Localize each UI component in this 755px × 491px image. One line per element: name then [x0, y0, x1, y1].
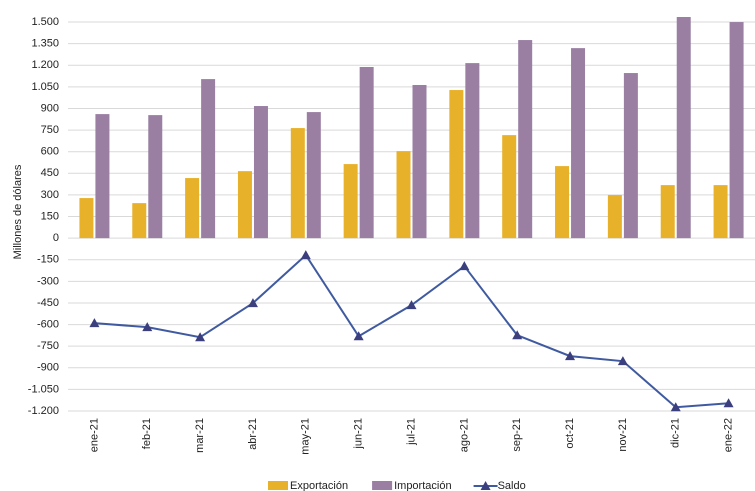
marker	[565, 351, 576, 361]
marker	[459, 261, 470, 271]
bar	[412, 84, 427, 239]
legend-swatch	[372, 481, 393, 490]
bar	[396, 151, 411, 239]
y-axis-title: Millones de dólares	[12, 164, 24, 259]
y-tick-label: 1.050	[31, 81, 59, 93]
y-tick-label: 0	[53, 232, 59, 244]
y-tick-label: -300	[37, 275, 59, 287]
y-tick-label: -450	[37, 297, 59, 309]
x-tick-label: feb-21	[141, 418, 153, 449]
y-tick-label: -150	[37, 254, 59, 266]
x-tick-label: abr-21	[247, 418, 259, 450]
marker	[300, 250, 311, 260]
bar	[660, 185, 675, 239]
y-tick-label: 1.500	[31, 16, 59, 28]
bar	[518, 40, 533, 239]
bar	[79, 198, 94, 239]
bar	[607, 195, 622, 239]
bar	[571, 48, 586, 239]
marker	[723, 398, 734, 408]
marker	[195, 332, 206, 342]
y-tick-label: -600	[37, 318, 59, 330]
y-tick-label: -1.200	[28, 405, 59, 417]
legend-label: Importación	[394, 480, 451, 491]
bar	[502, 135, 517, 239]
marker	[89, 318, 100, 328]
x-tick-label: sep-21	[511, 418, 523, 452]
marker	[406, 300, 417, 310]
y-tick-label: 600	[41, 146, 59, 158]
y-tick-label: 450	[41, 167, 59, 179]
y-tick-label: -900	[37, 362, 59, 374]
bar	[306, 112, 321, 239]
bar	[290, 128, 305, 239]
bar	[185, 178, 200, 239]
marker	[512, 330, 523, 340]
bar	[253, 106, 268, 239]
marker	[142, 322, 153, 332]
bar	[713, 185, 728, 239]
bar	[676, 17, 691, 239]
marker	[247, 298, 258, 308]
legend-marker	[480, 481, 491, 490]
x-tick-label: jul-21	[405, 418, 417, 446]
bar	[555, 166, 570, 239]
bar	[729, 22, 744, 239]
bar	[148, 115, 163, 239]
y-tick-label: 1.350	[31, 38, 59, 50]
x-tick-label: ene-22	[722, 418, 734, 452]
marker	[353, 331, 364, 341]
x-tick-label: ene-21	[88, 418, 100, 452]
marker	[617, 356, 628, 366]
bar	[95, 114, 110, 239]
x-tick-label: dic-21	[670, 418, 682, 448]
bar	[343, 164, 358, 239]
bar	[201, 79, 216, 239]
legend-swatch	[268, 481, 288, 490]
bar	[237, 171, 252, 239]
x-tick-label: mar-21	[194, 418, 206, 453]
y-tick-label: 900	[41, 102, 59, 114]
bar	[359, 66, 374, 239]
legend-label: Exportación	[290, 480, 348, 491]
x-tick-label: jun-21	[353, 418, 365, 450]
y-tick-label: 1.200	[31, 59, 59, 71]
y-tick-label: 750	[41, 124, 59, 136]
bar	[465, 63, 480, 239]
bar	[449, 90, 464, 239]
legend-label: Saldo	[498, 480, 526, 491]
y-tick-label: -750	[37, 340, 59, 352]
x-tick-label: oct-21	[564, 418, 576, 449]
y-tick-label: 150	[41, 210, 59, 222]
line	[94, 253, 729, 409]
x-tick-label: may-21	[300, 418, 312, 455]
y-tick-label: -1.050	[28, 383, 59, 395]
x-tick-label: ago-21	[458, 418, 470, 452]
bar	[132, 203, 147, 239]
bar	[623, 73, 638, 239]
x-tick-label: nov-21	[617, 418, 629, 452]
marker	[670, 402, 681, 412]
y-tick-label: 300	[41, 189, 59, 201]
